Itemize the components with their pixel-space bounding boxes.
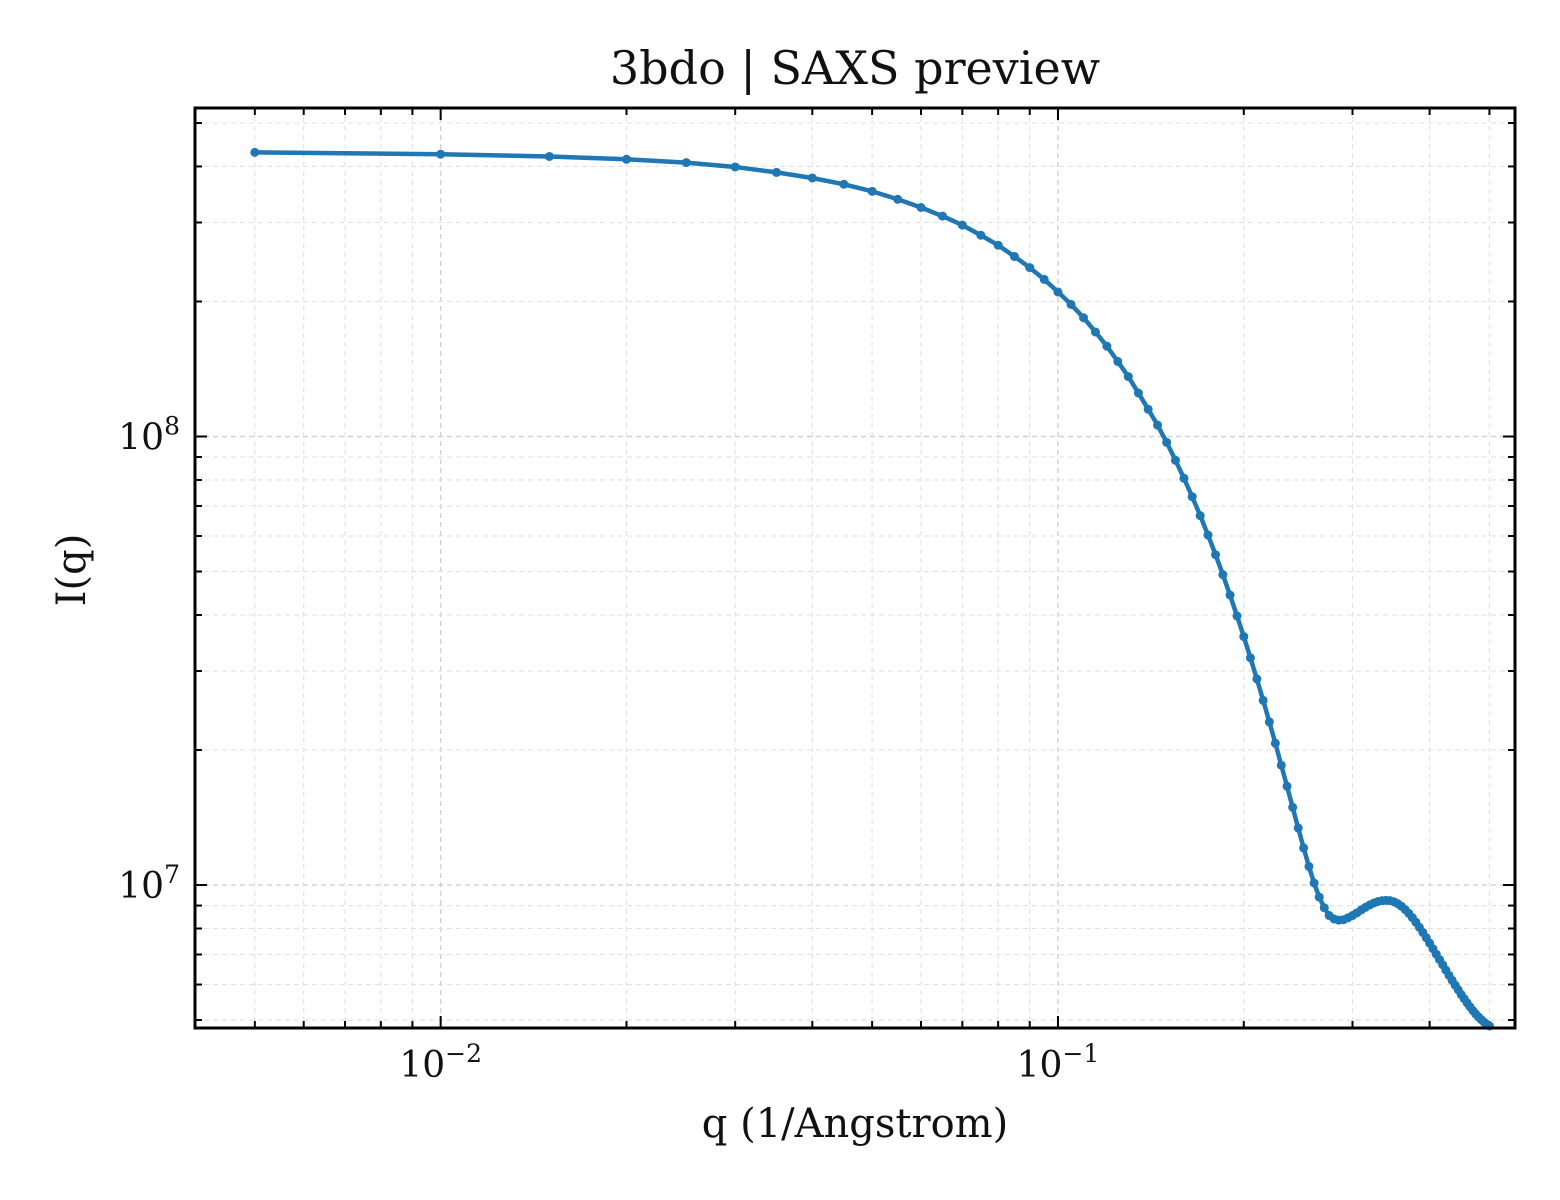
data-point-marker (1225, 590, 1235, 600)
data-point-marker (839, 179, 849, 189)
data-point-marker (681, 158, 691, 168)
data-point-marker (772, 167, 782, 177)
data-point-marker (1211, 550, 1221, 560)
data-point-marker (1232, 611, 1242, 621)
y-tick-label: 107 (118, 860, 180, 907)
data-point-marker (1293, 823, 1303, 833)
chart-title: 3bdo | SAXS preview (610, 41, 1100, 95)
data-point-marker (1304, 861, 1314, 871)
plot-frame (193, 106, 1517, 1030)
x-tick-label-exponent: −1 (1062, 1039, 1099, 1068)
data-point-marker (544, 151, 554, 161)
x-axis-label: q (1/Angstrom) (702, 1101, 1008, 1147)
data-point-marker (1143, 404, 1153, 414)
x-tick-label-exponent: −2 (445, 1039, 482, 1068)
data-point-marker (1179, 473, 1189, 483)
data-point-marker (1113, 356, 1123, 366)
y-tick-label-base: 10 (118, 417, 164, 458)
data-point-marker (1309, 878, 1319, 888)
data-point-marker (1314, 892, 1324, 902)
data-point-marker (436, 149, 446, 159)
data-point-marker (1025, 263, 1035, 273)
data-point-marker (993, 240, 1003, 250)
data-point-marker (1252, 674, 1262, 684)
data-point-marker (1245, 653, 1255, 663)
grid (194, 108, 1515, 1028)
data-point-marker (1009, 251, 1019, 261)
data-point-marker (957, 220, 967, 230)
y-tick-label-exponent: 7 (164, 860, 180, 889)
data-point-marker (1282, 781, 1292, 791)
data-point-marker (1123, 372, 1133, 382)
data-point-marker (1264, 717, 1274, 727)
y-tick-label-base: 10 (118, 866, 164, 907)
data-point-marker (1187, 492, 1197, 502)
x-tick-label: 10−1 (1017, 1039, 1100, 1086)
data-point-marker (976, 230, 986, 240)
data-point-marker (1239, 632, 1249, 642)
data-point-marker (621, 154, 631, 164)
data-point-marker (1079, 313, 1089, 323)
data-point-marker (1133, 388, 1143, 398)
data-point-marker (867, 186, 877, 196)
data-point-marker (1203, 530, 1213, 540)
data-point-marker (1170, 455, 1180, 465)
data-point-marker (1102, 341, 1112, 351)
y-tick-label-exponent: 8 (164, 411, 180, 440)
data-point-marker (1066, 299, 1076, 309)
data-point-marker (893, 194, 903, 204)
data-point-marker (1258, 695, 1268, 705)
x-tick-labels: 10−2 10−1 (399, 1039, 1099, 1086)
data-point-marker (1090, 327, 1100, 337)
data-point-marker (1319, 903, 1329, 913)
data-point-marker (1195, 511, 1205, 521)
x-tick-label: 10−2 (399, 1039, 482, 1086)
y-axis-label: I(q) (49, 534, 95, 607)
data-point-marker (937, 211, 947, 221)
data-point-marker (1276, 760, 1286, 770)
data-point-marker (1053, 287, 1063, 297)
data-point-marker (1299, 843, 1309, 853)
data-point-marker (916, 203, 926, 213)
data-point-marker (1039, 274, 1049, 284)
data-point-marker (1218, 570, 1228, 580)
x-tick-label-base: 10 (1017, 1045, 1063, 1086)
data-point-marker (1288, 802, 1298, 812)
data-point-marker (807, 173, 817, 183)
data-point-marker (730, 162, 740, 172)
series-layer (250, 147, 1494, 1031)
y-tick-label: 108 (118, 411, 180, 458)
data-point-marker (1153, 420, 1163, 430)
data-point-marker (1162, 437, 1172, 447)
data-point-marker (250, 147, 260, 157)
data-point-marker (1270, 738, 1280, 748)
x-tick-label-base: 10 (399, 1045, 445, 1086)
